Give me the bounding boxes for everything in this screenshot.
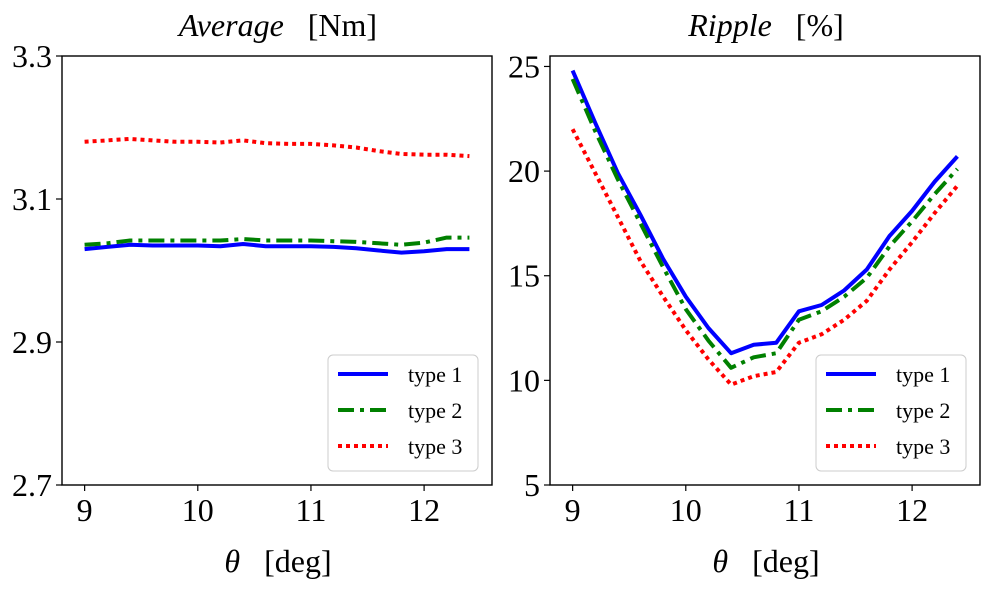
ripple-x-tick-label: 10 (670, 492, 702, 528)
average-panel: Average [Nm] 9 10 11 12 2.7 2.9 3.1 3.3 θ [deg] t… (12, 7, 493, 579)
average-title-unit: [Nm] (308, 7, 377, 43)
average-legend-label-type-1: type 1 (408, 362, 462, 387)
ripple-x-axis-label: θ [deg] (712, 543, 819, 579)
average-legend-label-type-2: type 2 (408, 398, 462, 423)
average-x-tick-label: 9 (77, 492, 93, 528)
ripple-y-tick-label: 20 (508, 153, 540, 189)
average-y-tick-label: 3.3 (12, 38, 52, 74)
ripple-y-tick-label: 10 (508, 362, 540, 398)
average-xlabel-symbol: θ (224, 543, 240, 579)
ripple-x-tick-label: 9 (565, 492, 581, 528)
average-title-text: Average (177, 7, 284, 43)
ripple-series-line-type-3 (570, 128, 959, 387)
ripple-title-unit: [%] (796, 7, 844, 43)
ripple-y-tick-label: 25 (508, 48, 540, 84)
ripple-title-text: Ripple (687, 7, 772, 43)
ripple-series-line-type-1 (570, 69, 959, 356)
ripple-title: Ripple [%] (687, 7, 844, 43)
average-plot-area: 9 10 11 12 2.7 2.9 3.1 3.3 (12, 38, 470, 528)
ripple-y-tick-label: 15 (508, 258, 540, 294)
average-x-tick-label: 12 (408, 492, 440, 528)
average-series-line-type-1 (84, 242, 470, 255)
average-series-line-type-3 (84, 136, 470, 159)
average-legend-label-type-3: type 3 (408, 434, 462, 459)
ripple-legend-label-type-2: type 2 (896, 398, 950, 423)
average-y-tick-label: 3.1 (12, 181, 52, 217)
average-x-tick-label: 10 (182, 492, 214, 528)
ripple-xlabel-unit: [deg] (752, 543, 820, 579)
ripple-x-tick-label: 12 (896, 492, 928, 528)
ripple-plot-area: 9 10 11 12 5 10 15 20 25 (508, 48, 959, 528)
ripple-axes-frame (549, 55, 981, 486)
ripple-panel: Ripple [%] 9 10 11 12 5 10 15 20 25 θ [deg] type 1… (508, 7, 981, 579)
average-legend: type 1 type 2 type 3 (327, 354, 479, 472)
ripple-y-tick-label: 5 (524, 467, 540, 503)
average-x-tick-label: 11 (296, 492, 327, 528)
ripple-legend: type 1 type 2 type 3 (815, 354, 967, 472)
average-x-axis-label: θ [deg] (224, 543, 331, 579)
ripple-x-tick-label: 11 (784, 492, 815, 528)
ripple-legend-label-type-3: type 3 (896, 434, 950, 459)
average-axes-frame (61, 55, 493, 486)
ripple-series-line-type-2 (570, 78, 959, 370)
average-xlabel-unit: [deg] (264, 543, 332, 579)
average-y-tick-label: 2.7 (12, 467, 52, 503)
average-title: Average [Nm] (177, 7, 377, 43)
ripple-legend-box (815, 354, 967, 472)
average-series-line-type-2 (84, 235, 470, 247)
ripple-xlabel-symbol: θ (712, 543, 728, 579)
average-legend-box (327, 354, 479, 472)
ripple-legend-label-type-1: type 1 (896, 362, 950, 387)
average-y-tick-label: 2.9 (12, 324, 52, 360)
